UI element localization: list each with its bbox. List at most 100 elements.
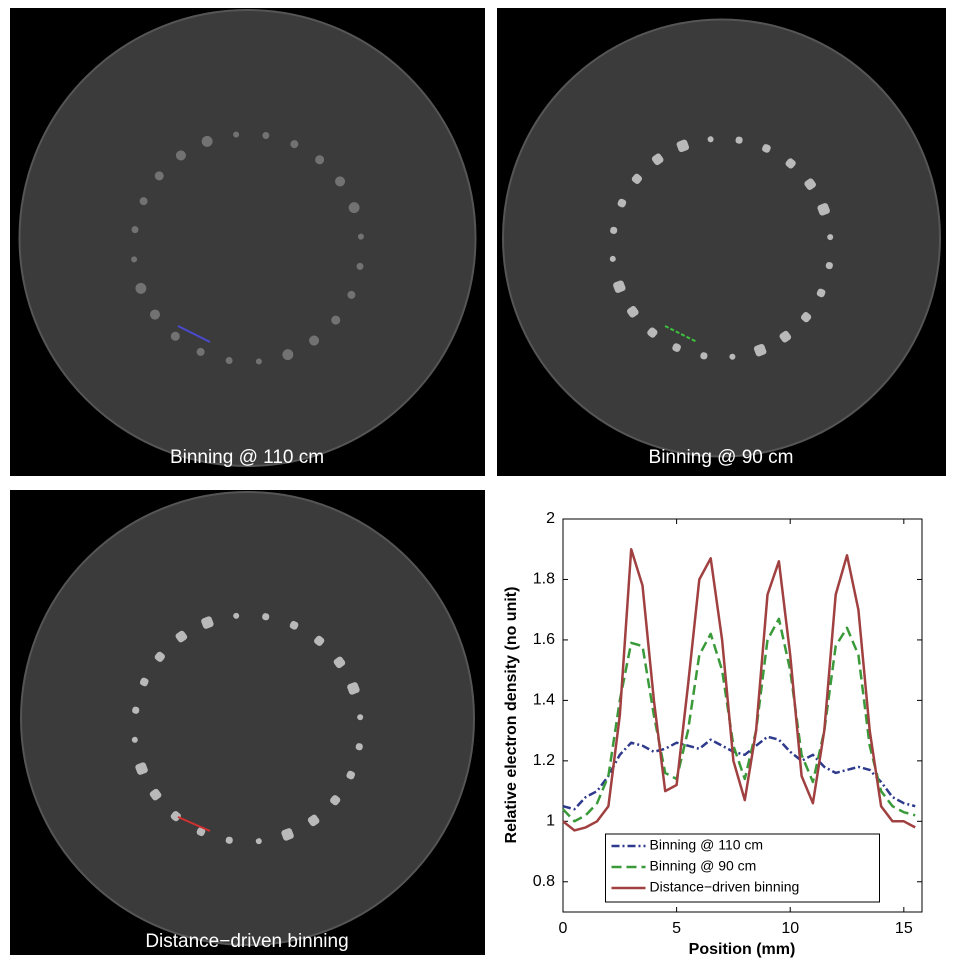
- images: [10, 8, 946, 955]
- y-tick-label: 1.8: [533, 571, 555, 588]
- insert: [175, 630, 188, 643]
- insert: [290, 140, 299, 149]
- insert: [154, 171, 164, 181]
- insert: [335, 176, 346, 187]
- insert: [149, 309, 160, 320]
- insert: [149, 788, 162, 801]
- insert: [135, 282, 147, 294]
- insert: [800, 312, 812, 323]
- panel-caption: Binning @ 90 cm: [649, 447, 794, 468]
- insert: [154, 651, 165, 662]
- insert: [225, 836, 233, 844]
- y-tick-label: 1.2: [533, 752, 555, 769]
- insert: [825, 262, 833, 270]
- insert: [289, 620, 299, 630]
- insert: [170, 331, 180, 341]
- insert: [282, 349, 294, 361]
- y-tick-label: 2: [546, 510, 555, 527]
- x-axis-label: Position (mm): [689, 941, 796, 958]
- insert: [617, 198, 627, 208]
- insert: [201, 616, 214, 629]
- insert: [314, 635, 325, 646]
- insert: [355, 743, 363, 751]
- insert: [201, 135, 213, 147]
- insert: [131, 256, 138, 263]
- insert: [729, 353, 736, 360]
- insert: [700, 352, 708, 360]
- phantom: [18, 9, 477, 467]
- phantom: [20, 491, 475, 946]
- insert: [307, 814, 320, 827]
- insert: [707, 136, 714, 143]
- phantom: [502, 18, 941, 458]
- insert: [331, 315, 341, 325]
- insert: [139, 677, 149, 687]
- y-tick-label: 1: [546, 813, 555, 830]
- y-tick-label: 1.4: [533, 692, 555, 709]
- insert: [676, 139, 690, 153]
- insert: [132, 706, 140, 714]
- insert: [827, 234, 834, 241]
- insert: [170, 811, 181, 822]
- insert: [613, 280, 626, 293]
- series-line: [562, 547, 916, 832]
- insert: [233, 612, 240, 619]
- insert: [816, 288, 826, 298]
- insert: [356, 262, 364, 270]
- insert: [347, 290, 356, 299]
- insert: [196, 827, 206, 837]
- insert: [135, 762, 148, 775]
- insert: [735, 136, 743, 144]
- x-tick-label: 10: [781, 920, 799, 937]
- insert: [131, 736, 138, 743]
- panel-caption: Binning @ 110 cm: [170, 447, 324, 468]
- insert: [262, 131, 270, 139]
- insert: [779, 330, 792, 343]
- insert: [225, 357, 233, 365]
- insert: [357, 233, 364, 240]
- insert: [357, 714, 364, 721]
- x-tick-label: 15: [895, 920, 913, 937]
- x-tick-label: 0: [559, 920, 568, 937]
- insert: [631, 173, 643, 184]
- insert: [309, 335, 320, 346]
- insert: [131, 226, 139, 234]
- insert: [753, 343, 767, 357]
- insert: [255, 358, 262, 365]
- insert: [785, 158, 796, 169]
- insert: [281, 828, 294, 841]
- insert: [647, 327, 658, 338]
- x-tick-label: 5: [672, 920, 681, 937]
- profile-line: [177, 325, 211, 343]
- insert: [346, 770, 356, 780]
- legend-label: Binning @ 110 cm: [650, 837, 764, 853]
- insert: [348, 202, 360, 214]
- y-tick-label: 0.8: [533, 873, 555, 890]
- insert: [330, 795, 341, 806]
- insert: [233, 131, 240, 138]
- y-tick-label: 1.6: [533, 631, 555, 648]
- insert: [651, 153, 664, 166]
- insert: [672, 343, 681, 352]
- y-axis-label: Relative electron density (no unit): [503, 587, 520, 844]
- panel-caption: Distance−driven binning: [145, 931, 348, 952]
- insert: [627, 306, 639, 318]
- insert: [610, 226, 618, 234]
- insert: [817, 203, 830, 216]
- insert: [347, 682, 360, 695]
- insert: [175, 150, 186, 161]
- insert: [139, 197, 148, 206]
- insert: [255, 838, 262, 845]
- legend-label: Binning @ 90 cm: [650, 858, 757, 874]
- insert: [315, 155, 325, 165]
- legend-label: Distance−driven binning: [650, 879, 800, 895]
- insert: [196, 347, 205, 356]
- profile-line: [177, 816, 211, 832]
- insert: [762, 144, 771, 153]
- series-line: [562, 735, 916, 811]
- insert: [609, 255, 616, 262]
- series-line: [562, 617, 916, 823]
- insert: [333, 656, 346, 669]
- insert: [262, 613, 270, 621]
